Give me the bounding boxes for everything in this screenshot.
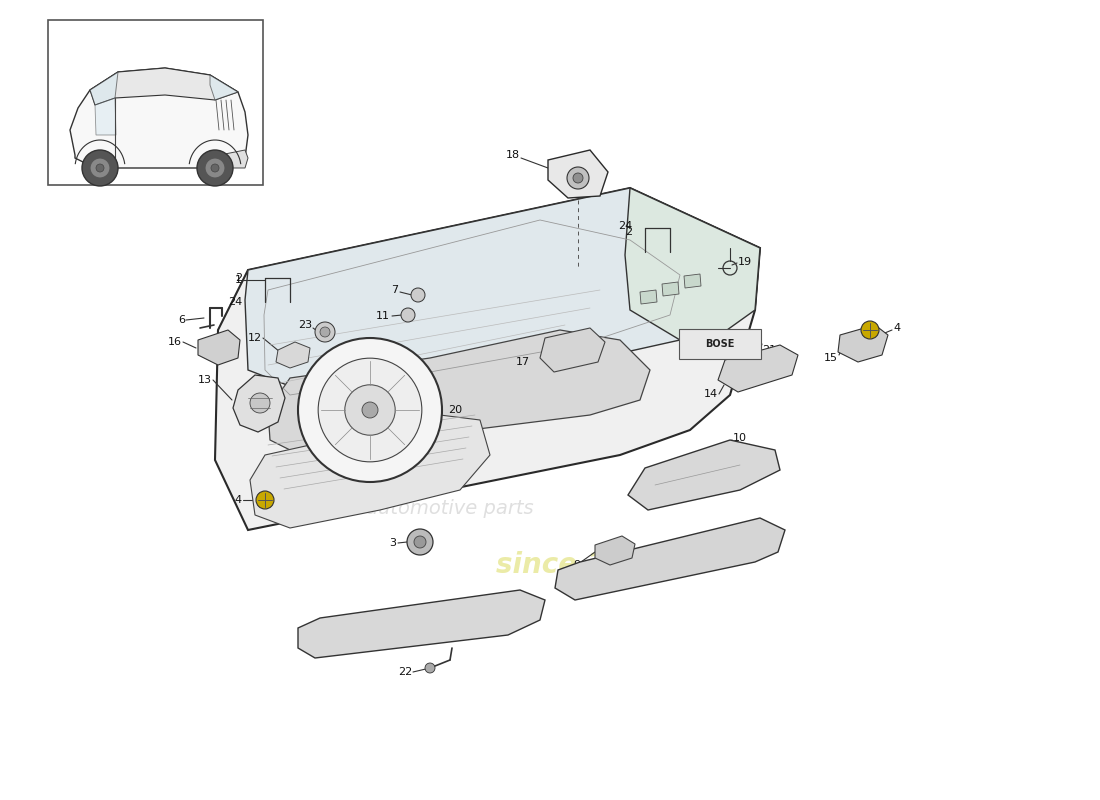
- Text: 24: 24: [228, 297, 242, 307]
- Polygon shape: [625, 188, 760, 340]
- Polygon shape: [540, 328, 605, 372]
- Polygon shape: [276, 342, 310, 368]
- Polygon shape: [70, 68, 248, 168]
- Text: 10: 10: [733, 433, 747, 443]
- Circle shape: [320, 327, 330, 337]
- Circle shape: [205, 158, 225, 178]
- Text: 7: 7: [390, 285, 398, 295]
- Circle shape: [318, 358, 421, 462]
- Circle shape: [256, 491, 274, 509]
- Polygon shape: [245, 188, 760, 390]
- Text: 4: 4: [235, 495, 242, 505]
- Polygon shape: [90, 68, 238, 105]
- Text: 21: 21: [762, 345, 777, 355]
- Text: 5: 5: [458, 613, 465, 623]
- Circle shape: [211, 164, 219, 172]
- Circle shape: [362, 402, 378, 418]
- Text: since 1985: since 1985: [496, 551, 664, 579]
- Polygon shape: [640, 290, 657, 304]
- Polygon shape: [298, 590, 544, 658]
- Text: 8: 8: [565, 575, 573, 585]
- Circle shape: [344, 385, 395, 435]
- Circle shape: [315, 322, 336, 342]
- FancyBboxPatch shape: [679, 329, 761, 359]
- Text: 2: 2: [235, 273, 242, 283]
- Text: 17: 17: [516, 357, 530, 367]
- Circle shape: [197, 150, 233, 186]
- Text: 22: 22: [398, 667, 412, 677]
- Text: 6: 6: [178, 315, 185, 325]
- Text: 14: 14: [704, 389, 718, 399]
- Circle shape: [82, 150, 118, 186]
- Text: 20: 20: [448, 405, 462, 415]
- Text: automotive parts: automotive parts: [366, 498, 534, 518]
- Circle shape: [566, 167, 588, 189]
- Polygon shape: [684, 274, 701, 288]
- Polygon shape: [548, 150, 608, 198]
- Text: 9: 9: [573, 560, 580, 570]
- Polygon shape: [662, 282, 679, 296]
- Polygon shape: [214, 188, 760, 530]
- Circle shape: [425, 663, 435, 673]
- Circle shape: [861, 321, 879, 339]
- Text: BOSE: BOSE: [705, 339, 735, 349]
- Text: 12: 12: [248, 333, 262, 343]
- Text: a passion for: a passion for: [367, 466, 493, 485]
- Polygon shape: [95, 98, 116, 135]
- Text: 18: 18: [506, 150, 520, 160]
- Polygon shape: [198, 330, 240, 365]
- Polygon shape: [556, 518, 785, 600]
- Circle shape: [250, 393, 270, 413]
- Circle shape: [402, 308, 415, 322]
- Circle shape: [414, 536, 426, 548]
- Circle shape: [298, 338, 442, 482]
- Text: 19: 19: [738, 257, 752, 267]
- Text: 11: 11: [376, 311, 390, 321]
- Polygon shape: [90, 72, 118, 105]
- Polygon shape: [220, 150, 248, 168]
- Text: europes: europes: [255, 381, 585, 450]
- Circle shape: [411, 288, 425, 302]
- Polygon shape: [233, 375, 285, 432]
- Polygon shape: [268, 330, 650, 455]
- Polygon shape: [628, 440, 780, 510]
- Polygon shape: [718, 345, 798, 392]
- Polygon shape: [210, 75, 238, 100]
- Text: 4: 4: [893, 323, 900, 333]
- Polygon shape: [838, 325, 888, 362]
- Text: 23: 23: [298, 320, 312, 330]
- Polygon shape: [250, 415, 490, 528]
- Polygon shape: [595, 536, 635, 565]
- Text: 16: 16: [168, 337, 182, 347]
- Circle shape: [90, 158, 110, 178]
- Text: 2: 2: [625, 227, 632, 237]
- FancyBboxPatch shape: [48, 20, 263, 185]
- Text: 15: 15: [824, 353, 838, 363]
- Text: 24: 24: [618, 221, 632, 231]
- Text: 1: 1: [235, 275, 242, 285]
- Circle shape: [407, 529, 433, 555]
- Text: 13: 13: [198, 375, 212, 385]
- Circle shape: [96, 164, 104, 172]
- Circle shape: [573, 173, 583, 183]
- Text: 3: 3: [389, 538, 396, 548]
